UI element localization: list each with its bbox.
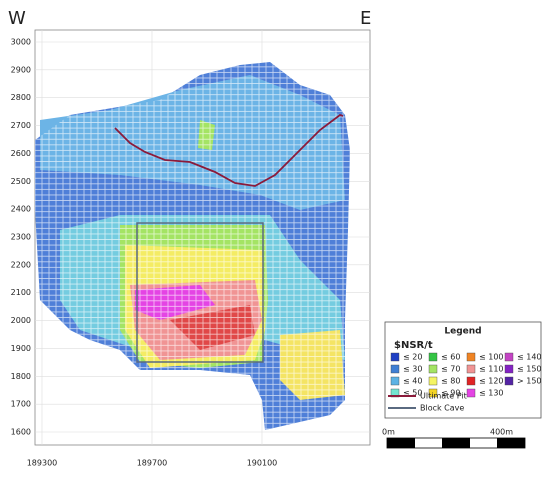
- scale-segment: [497, 438, 525, 448]
- y-tick-label: 1700: [11, 400, 31, 409]
- scale-segment: [387, 438, 415, 448]
- y-tick-label: 1600: [11, 428, 31, 437]
- legend-swatch: [504, 352, 514, 362]
- y-tick-label: 2500: [11, 177, 31, 186]
- x-tick-label: 190100: [247, 459, 278, 468]
- legend-swatch: [390, 364, 400, 374]
- legend-swatch: [428, 364, 438, 374]
- y-tick-label: 2900: [11, 65, 31, 74]
- x-tick-label: 189700: [137, 459, 168, 468]
- legend-label: ≤ 110: [479, 365, 504, 374]
- legend-swatch: [428, 376, 438, 386]
- y-tick-label: 2600: [11, 149, 31, 158]
- west-label: W: [8, 8, 26, 29]
- legend-swatch: [466, 364, 476, 374]
- scale-segment: [442, 438, 470, 448]
- legend-unit: $NSR/t: [394, 340, 433, 351]
- y-tick-label: 2100: [11, 288, 31, 297]
- legend-swatch: [466, 352, 476, 362]
- legend-swatch: [466, 388, 476, 398]
- legend-label: ≤ 100: [479, 353, 504, 362]
- y-tick-label: 2800: [11, 93, 31, 102]
- block-model: [35, 62, 350, 430]
- legend-label: ≤ 80: [441, 377, 460, 386]
- legend-swatch: [390, 376, 400, 386]
- ultimate-pit: [114, 113, 344, 187]
- legend-swatch: [428, 352, 438, 362]
- block-cave: [136, 222, 264, 363]
- scale-start: 0m: [382, 428, 395, 437]
- block-grid: [35, 62, 350, 430]
- legend-label: > 150: [517, 377, 542, 386]
- east-label: E: [360, 8, 371, 29]
- legend-label: ≤ 70: [441, 365, 460, 374]
- y-tick-label: 3000: [11, 38, 31, 47]
- x-tick-label: 189300: [27, 459, 58, 468]
- legend-label: ≤ 140: [517, 353, 542, 362]
- y-tick-label: 2200: [11, 260, 31, 269]
- y-tick-label: 1900: [11, 344, 31, 353]
- scale-end: 400m: [490, 428, 513, 437]
- legend-label: ≤ 40: [403, 377, 422, 386]
- legend-swatch: [504, 376, 514, 386]
- scale-bar: [386, 437, 526, 449]
- legend-swatch: [428, 388, 438, 398]
- legend-label: ≤ 50: [403, 389, 422, 398]
- legend-box: [384, 321, 542, 419]
- legend-label: ≤ 130: [479, 389, 504, 398]
- legend-label: ≤ 20: [403, 353, 422, 362]
- legend-label: ≤ 30: [403, 365, 422, 374]
- y-tick-label: 2000: [11, 316, 31, 325]
- y-tick-label: 2300: [11, 233, 31, 242]
- legend-label: ≤ 90: [441, 389, 460, 398]
- legend-label: ≤ 150: [517, 365, 542, 374]
- legend-label: ≤ 60: [441, 353, 460, 362]
- legend-swatch: [390, 352, 400, 362]
- y-tick-label: 1800: [11, 372, 31, 381]
- legend-label: ≤ 120: [479, 377, 504, 386]
- legend-label: Ultimate Pit: [420, 392, 467, 401]
- legend-swatch: [466, 376, 476, 386]
- y-tick-label: 2700: [11, 121, 31, 130]
- legend-label: Block Cave: [420, 404, 464, 413]
- legend-swatch: [504, 364, 514, 374]
- legend-title: Legend: [444, 327, 481, 337]
- y-tick-label: 2400: [11, 205, 31, 214]
